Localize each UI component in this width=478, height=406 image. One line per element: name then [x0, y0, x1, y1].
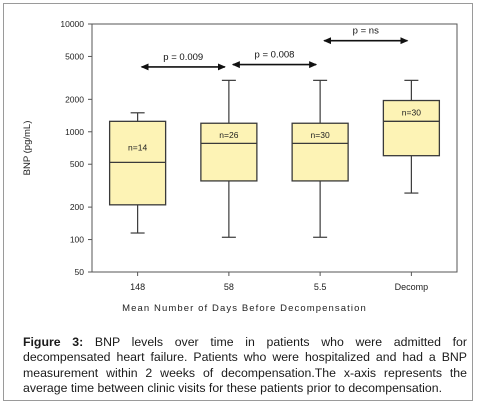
box-iqr	[108, 120, 167, 206]
y-tick-label: 100	[70, 235, 84, 245]
x-tick-label: 5.5	[314, 282, 327, 292]
y-tick-label: 5000	[65, 51, 84, 61]
y-tick-label: 1000	[65, 127, 84, 137]
y-tick-label: 500	[70, 159, 84, 169]
comparison-p-label: p = ns	[353, 26, 379, 37]
comparison-p-label: p = 0.009	[163, 52, 203, 63]
plot-border	[91, 23, 458, 273]
caption-label: Figure 3:	[23, 335, 84, 349]
y-tick-label: 2000	[65, 94, 84, 104]
figure-caption: Figure 3: BNP levels over time in patien…	[23, 335, 467, 396]
box-n-label: n=30	[311, 130, 330, 140]
boxplot-chart: 50 100 200 500 1000 2000 5000 10000 BNP (pg/mL) 1…	[22, 19, 458, 314]
y-axis-label: BNP (pg/mL)	[22, 121, 33, 176]
caption-text: BNP levels over time in patients who wer…	[23, 335, 467, 395]
box-group: n=30	[291, 79, 349, 238]
box-iqr	[291, 122, 349, 182]
box-iqr	[382, 99, 441, 157]
x-axis-label: Mean Number of Days Before Decompensatio…	[122, 303, 367, 314]
box-group: n=26	[200, 79, 258, 238]
comparison-p-label: p = 0.008	[255, 50, 295, 61]
figure-frame: 50 100 200 500 1000 2000 5000 10000 BNP (pg/mL) 1…	[3, 3, 473, 401]
box-n-label: n=30	[402, 108, 421, 118]
box-iqr	[200, 122, 258, 182]
box-group: n=30	[382, 79, 441, 194]
y-tick-label: 10000	[60, 19, 84, 29]
y-tick-label: 200	[70, 202, 84, 212]
x-tick-label: 148	[130, 282, 145, 292]
box-group: n=14	[108, 112, 167, 234]
y-tick-label: 50	[75, 267, 85, 277]
x-tick-label: Decomp	[395, 282, 429, 292]
box-n-label: n=26	[219, 130, 238, 140]
x-tick-label: 58	[224, 282, 234, 292]
box-n-label: n=14	[128, 142, 147, 152]
